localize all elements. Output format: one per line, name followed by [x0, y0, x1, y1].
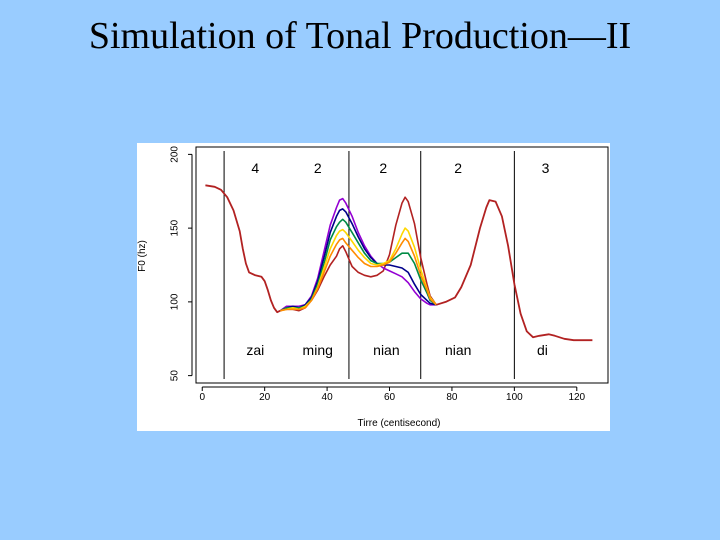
syllable-label: nian: [445, 342, 471, 358]
series-line-6: [280, 237, 437, 312]
x-tick-label: 100: [506, 392, 523, 403]
slide-title: Simulation of Tonal Production—II: [88, 15, 632, 57]
x-tick-label: 40: [322, 392, 334, 403]
tone-label: 2: [454, 160, 462, 176]
x-tick-label: 0: [199, 392, 205, 403]
tone-label: 3: [542, 160, 550, 176]
syllable-label: ming: [303, 342, 333, 358]
x-tick-label: 60: [384, 392, 396, 403]
x-tick-label: 120: [568, 392, 585, 403]
tone-label: 2: [314, 160, 322, 176]
y-tick-label: 150: [170, 219, 181, 236]
x-tick-label: 20: [259, 392, 271, 403]
tone-label: 4: [251, 160, 259, 176]
tone-label: 2: [379, 160, 387, 176]
y-tick-label: 50: [170, 370, 181, 382]
common-contour-start: [205, 184, 281, 314]
series-line-3: [279, 208, 437, 312]
series-line-5: [280, 227, 437, 312]
syllable-label: zai: [246, 342, 264, 358]
x-tick-label: 80: [446, 392, 458, 403]
y-axis-label: F0 (hz): [137, 240, 148, 272]
f0-line-chart: 0 20 40 60 80 100 120 50 100 150 200 4 2 2 2 3 zai ming…: [137, 146, 609, 429]
x-axis-label: Tirre (centisecond): [358, 418, 441, 429]
plot-frame: [195, 146, 609, 384]
y-tick-label: 200: [170, 146, 181, 163]
syllable-label: nian: [373, 342, 399, 358]
chart-panel: 0 20 40 60 80 100 120 50 100 150 200 4 2 2 2 3 zai ming…: [137, 143, 610, 431]
common-contour-end: [436, 199, 593, 342]
syllable-label: di: [537, 342, 548, 358]
y-tick-label: 100: [170, 293, 181, 310]
